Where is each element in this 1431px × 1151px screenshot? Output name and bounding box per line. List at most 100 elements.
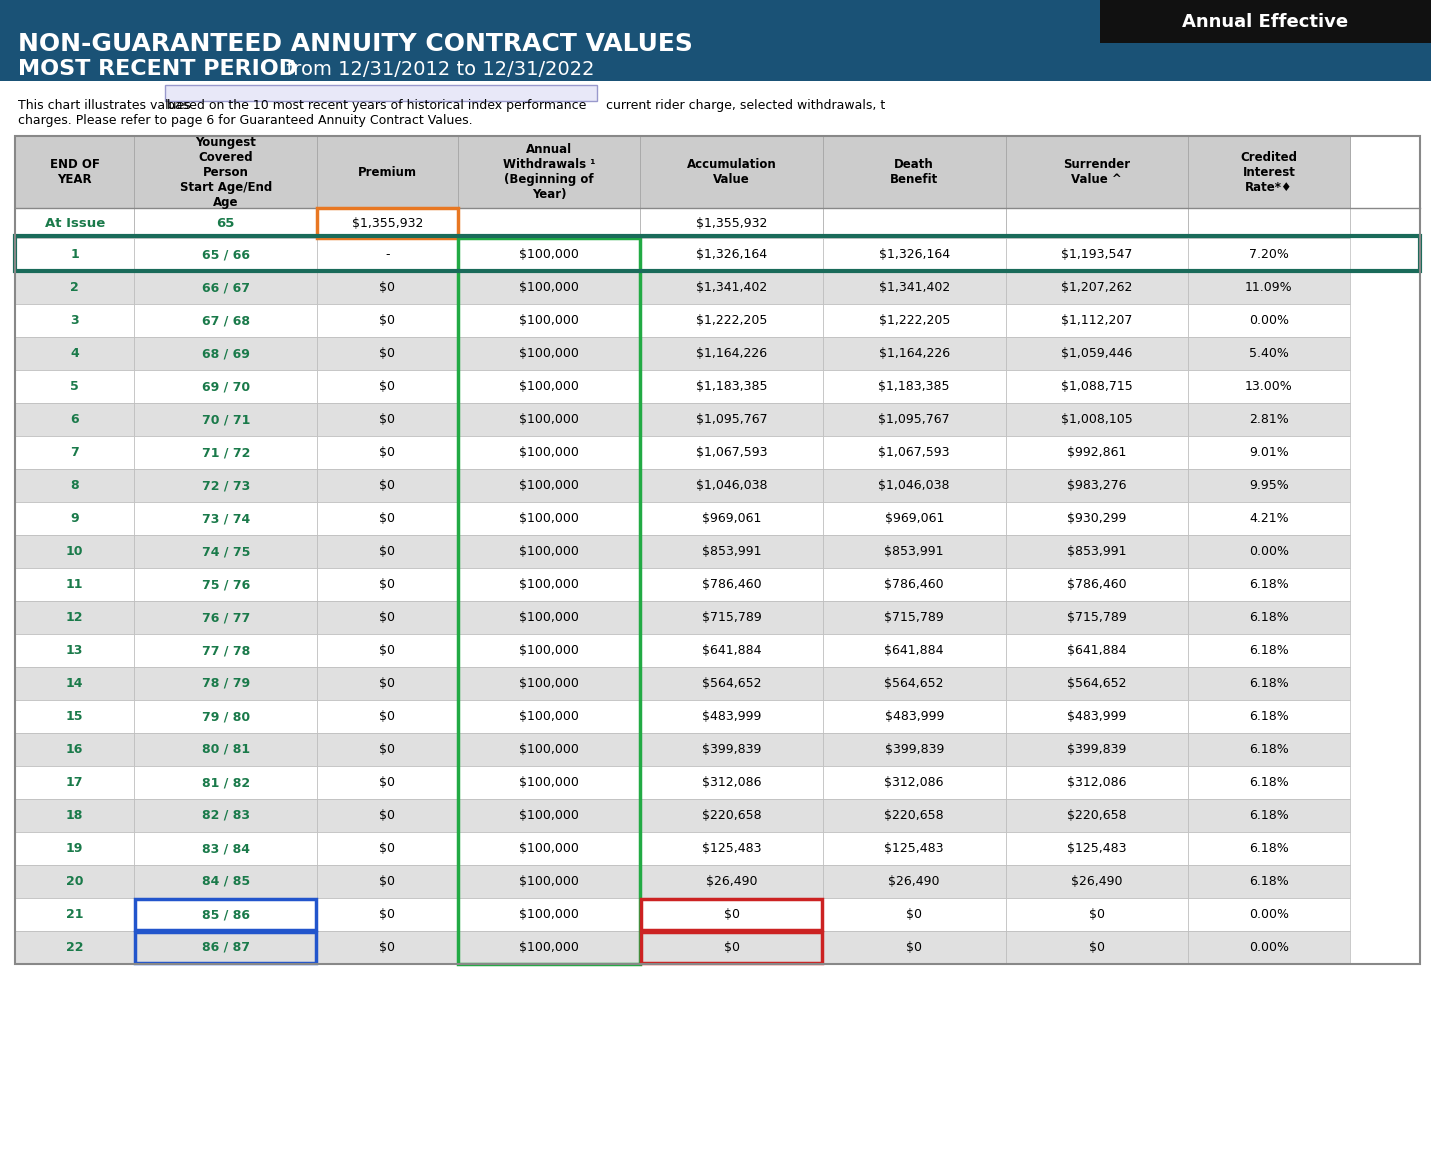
Bar	[1006, 403, 1188, 436]
Bar	[1006, 238, 1188, 270]
Bar	[135, 369, 318, 403]
Bar	[14, 931, 135, 965]
Text: $853,991: $853,991	[884, 546, 944, 558]
Text: 9.95%: 9.95%	[1249, 479, 1289, 491]
Text: $992,861: $992,861	[1068, 445, 1126, 459]
Text: $125,483: $125,483	[1068, 843, 1126, 855]
Text: current rider charge, selected withdrawals, t: current rider charge, selected withdrawa…	[602, 99, 886, 112]
Text: $786,460: $786,460	[884, 578, 944, 590]
Bar	[823, 436, 1006, 468]
Text: 76 / 77: 76 / 77	[202, 611, 250, 624]
Bar	[1188, 832, 1349, 866]
Bar	[14, 767, 135, 799]
Bar	[640, 767, 823, 799]
Bar	[640, 304, 823, 337]
Text: $1,207,262: $1,207,262	[1062, 281, 1132, 294]
Bar	[640, 468, 823, 502]
Text: 85 / 86: 85 / 86	[202, 908, 250, 921]
Bar	[318, 700, 458, 733]
Bar	[458, 270, 640, 304]
Text: $399,839: $399,839	[701, 744, 761, 756]
Text: 6.18%: 6.18%	[1249, 611, 1289, 624]
Text: $100,000: $100,000	[519, 346, 578, 360]
Bar	[1188, 369, 1349, 403]
Bar	[1006, 567, 1188, 601]
Text: $1,088,715: $1,088,715	[1060, 380, 1133, 392]
Bar	[1188, 502, 1349, 535]
Text: $100,000: $100,000	[519, 710, 578, 723]
Bar	[14, 136, 135, 208]
Text: $1,222,205: $1,222,205	[695, 314, 767, 327]
Bar	[1188, 403, 1349, 436]
Bar	[14, 436, 135, 468]
Text: $100,000: $100,000	[519, 479, 578, 491]
Bar	[1006, 634, 1188, 666]
Bar	[318, 601, 458, 634]
Text: $1,183,385: $1,183,385	[695, 380, 767, 392]
Text: 17: 17	[66, 776, 83, 788]
Bar	[1006, 832, 1188, 866]
Bar	[1006, 799, 1188, 832]
Text: 5.40%: 5.40%	[1249, 346, 1289, 360]
Bar	[14, 535, 135, 567]
Bar	[318, 238, 458, 270]
Text: 80 / 81: 80 / 81	[202, 744, 250, 756]
Text: 9: 9	[70, 512, 79, 525]
Bar	[318, 468, 458, 502]
Text: $0: $0	[379, 281, 395, 294]
Bar	[823, 468, 1006, 502]
Bar	[14, 666, 135, 700]
Bar	[458, 866, 640, 898]
Bar	[1006, 535, 1188, 567]
Bar	[640, 700, 823, 733]
Bar	[1188, 270, 1349, 304]
Bar	[1188, 799, 1349, 832]
Text: $1,059,446: $1,059,446	[1062, 346, 1132, 360]
Text: $100,000: $100,000	[519, 843, 578, 855]
Text: 20: 20	[66, 875, 83, 889]
Bar	[14, 337, 135, 369]
Bar	[135, 238, 318, 270]
Bar	[136, 899, 316, 930]
Bar	[1006, 369, 1188, 403]
Text: $969,061: $969,061	[701, 512, 761, 525]
Bar	[14, 634, 135, 666]
Text: 6.18%: 6.18%	[1249, 843, 1289, 855]
Text: 14: 14	[66, 677, 83, 689]
Bar	[318, 799, 458, 832]
Text: $0: $0	[379, 546, 395, 558]
Bar	[458, 436, 640, 468]
Text: $0: $0	[379, 314, 395, 327]
Text: $220,658: $220,658	[701, 809, 761, 822]
Bar	[823, 799, 1006, 832]
Bar	[135, 535, 318, 567]
Bar	[823, 238, 1006, 270]
Text: $0: $0	[1089, 908, 1105, 921]
Bar	[823, 369, 1006, 403]
Text: 6: 6	[70, 413, 79, 426]
Text: 71 / 72: 71 / 72	[202, 445, 250, 459]
Text: NON-GUARANTEED ANNUITY CONTRACT VALUES: NON-GUARANTEED ANNUITY CONTRACT VALUES	[19, 32, 693, 56]
Text: $312,086: $312,086	[884, 776, 944, 788]
Text: $100,000: $100,000	[519, 645, 578, 657]
Text: 16: 16	[66, 744, 83, 756]
Bar	[458, 898, 640, 931]
Bar	[1006, 733, 1188, 767]
Text: $0: $0	[379, 380, 395, 392]
Bar	[458, 468, 640, 502]
Bar	[135, 898, 318, 931]
Text: $0: $0	[379, 710, 395, 723]
Bar	[318, 304, 458, 337]
Bar	[318, 567, 458, 601]
Bar	[823, 535, 1006, 567]
Bar	[640, 733, 823, 767]
Text: $1,341,402: $1,341,402	[695, 281, 767, 294]
Text: 6.18%: 6.18%	[1249, 875, 1289, 889]
Text: 79 / 80: 79 / 80	[202, 710, 250, 723]
Bar	[823, 337, 1006, 369]
Bar	[823, 767, 1006, 799]
Bar	[823, 832, 1006, 866]
Text: $1,193,547: $1,193,547	[1062, 247, 1132, 261]
Bar	[458, 634, 640, 666]
Text: $26,490: $26,490	[705, 875, 757, 889]
